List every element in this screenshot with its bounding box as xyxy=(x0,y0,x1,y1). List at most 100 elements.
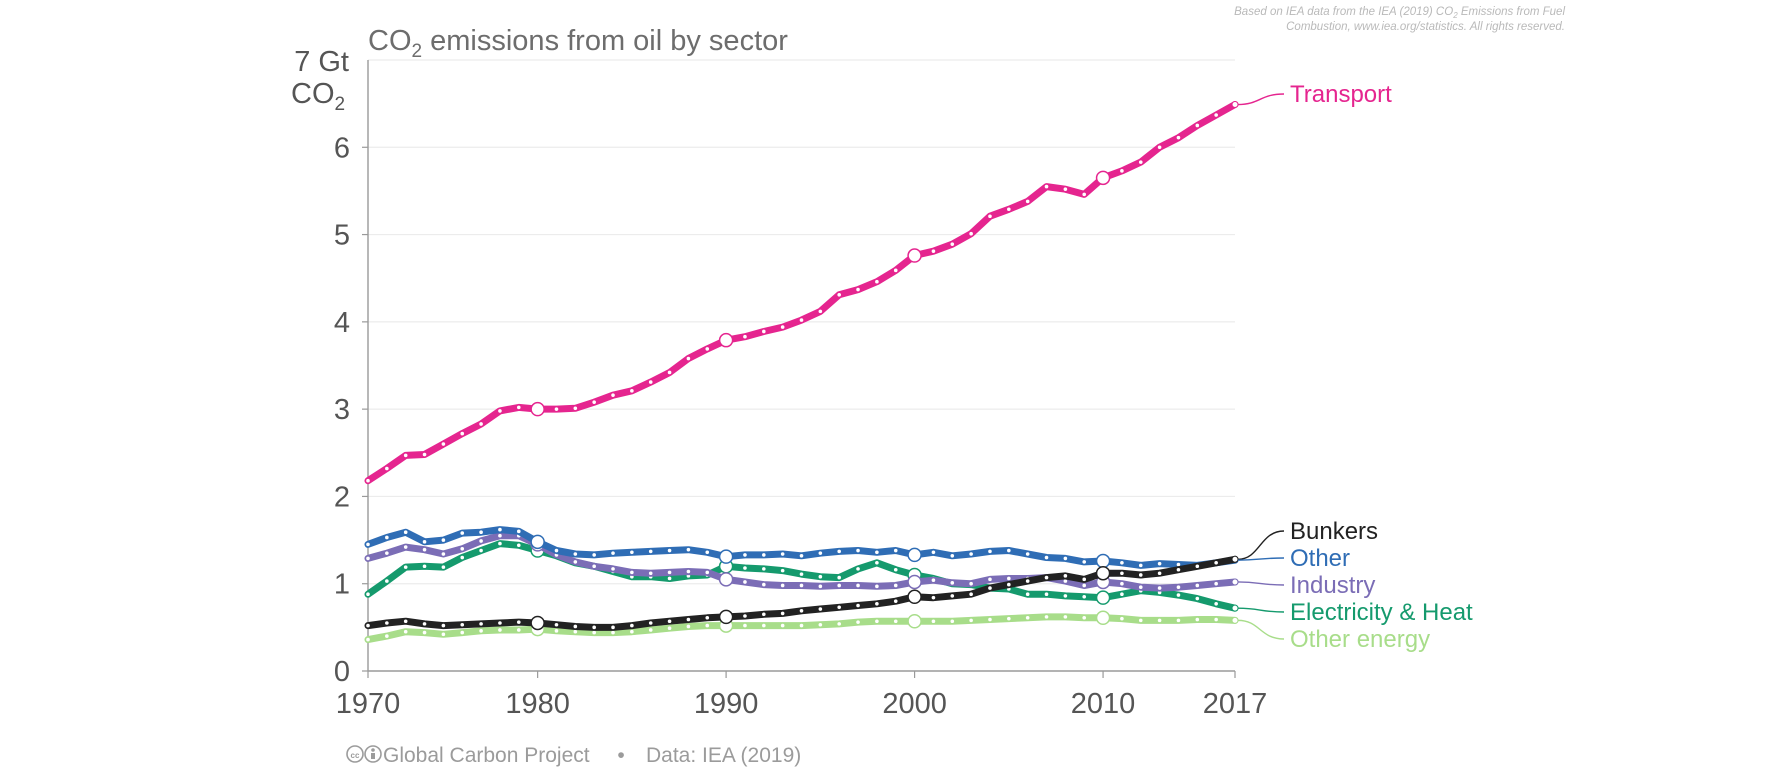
data-point-end xyxy=(1231,604,1239,612)
data-point xyxy=(630,389,634,393)
data-point xyxy=(1044,555,1049,560)
data-point xyxy=(385,634,389,638)
data-point xyxy=(460,531,465,535)
data-point xyxy=(1195,564,1200,569)
data-point xyxy=(837,583,841,588)
data-point xyxy=(573,406,578,411)
data-point-decade xyxy=(907,613,922,629)
data-point xyxy=(818,622,823,627)
data-point xyxy=(931,550,936,555)
data-point xyxy=(403,565,408,569)
data-point xyxy=(498,621,502,625)
data-point xyxy=(1025,592,1030,596)
data-point xyxy=(1214,601,1218,606)
data-point xyxy=(611,625,615,630)
data-point xyxy=(1138,160,1143,164)
label-leader-line xyxy=(1237,93,1285,106)
label-leader-line xyxy=(1237,581,1285,586)
data-point xyxy=(648,380,653,384)
data-point xyxy=(366,556,370,561)
data-point xyxy=(1007,548,1011,553)
data-point xyxy=(460,630,465,635)
data-point xyxy=(667,576,672,581)
data-point-decade xyxy=(1095,610,1111,626)
footer-separator: • xyxy=(617,744,624,767)
data-point xyxy=(762,567,766,571)
data-point xyxy=(611,630,615,635)
data-point xyxy=(1176,593,1181,597)
data-point xyxy=(498,541,502,546)
data-point xyxy=(498,409,502,413)
y-tick-label: 6 xyxy=(334,132,350,164)
data-point xyxy=(743,566,747,570)
data-point xyxy=(441,538,446,542)
data-point xyxy=(686,569,691,574)
data-point-decade xyxy=(1095,553,1111,569)
data-point xyxy=(856,583,860,588)
data-point xyxy=(950,581,955,585)
data-series xyxy=(364,101,1239,644)
data-point xyxy=(743,614,747,618)
data-point xyxy=(893,583,898,588)
footer-data-source: Data: IEA (2019) xyxy=(646,744,801,767)
data-point xyxy=(1044,592,1049,596)
data-point xyxy=(630,629,634,634)
y-tick-label: 1 xyxy=(334,569,350,601)
data-point xyxy=(762,582,766,587)
data-point xyxy=(1195,123,1200,128)
data-point xyxy=(875,279,879,284)
data-point xyxy=(780,568,785,573)
x-tick-label: 2017 xyxy=(1203,688,1268,720)
data-point xyxy=(1025,615,1030,620)
data-point xyxy=(837,575,841,580)
series-label: Transport xyxy=(1290,81,1392,108)
data-point xyxy=(1082,577,1087,582)
data-point xyxy=(648,571,653,576)
data-point xyxy=(441,565,446,569)
data-point xyxy=(799,553,804,558)
data-point xyxy=(856,287,860,292)
data-point xyxy=(893,619,898,624)
data-point xyxy=(931,578,936,583)
data-point xyxy=(592,553,596,557)
y-tick-label: 4 xyxy=(334,307,350,339)
data-point xyxy=(686,624,691,629)
data-point xyxy=(893,548,898,553)
data-point xyxy=(1063,556,1068,561)
data-point xyxy=(1120,571,1124,576)
data-point-decade xyxy=(1095,170,1111,186)
data-point xyxy=(516,543,521,548)
data-point xyxy=(1025,552,1030,556)
data-point xyxy=(366,637,370,642)
data-point xyxy=(460,547,465,551)
data-point xyxy=(1044,575,1049,580)
data-point xyxy=(856,567,860,571)
data-point xyxy=(1120,560,1124,565)
data-point xyxy=(799,572,804,576)
data-point xyxy=(875,584,879,589)
data-point xyxy=(667,570,672,575)
data-point xyxy=(799,318,804,322)
y-tick-label: 0 xyxy=(334,656,350,688)
data-point xyxy=(837,549,841,554)
data-point xyxy=(592,630,596,635)
data-point xyxy=(1157,586,1162,590)
data-point xyxy=(1176,618,1181,623)
data-point xyxy=(1082,192,1087,197)
series-transport xyxy=(364,101,1239,485)
data-point xyxy=(441,632,446,637)
data-point xyxy=(366,623,370,628)
data-point xyxy=(1082,583,1087,588)
data-point-decade xyxy=(907,547,922,563)
label-leader-line xyxy=(1237,530,1285,560)
data-point xyxy=(988,549,992,554)
data-point xyxy=(1044,615,1049,619)
x-tick-label: 1980 xyxy=(505,688,570,720)
data-point xyxy=(1195,596,1200,601)
footer-project: Global Carbon Project xyxy=(383,744,590,767)
axes: 0 1 2 3 4 5 6 1970 1980 1990 2000 2010 2017 xyxy=(334,60,1267,720)
attribution-icon xyxy=(364,745,382,763)
series-label: Industry xyxy=(1290,572,1375,599)
y-tick-label: 5 xyxy=(334,220,350,252)
data-point xyxy=(479,530,483,535)
